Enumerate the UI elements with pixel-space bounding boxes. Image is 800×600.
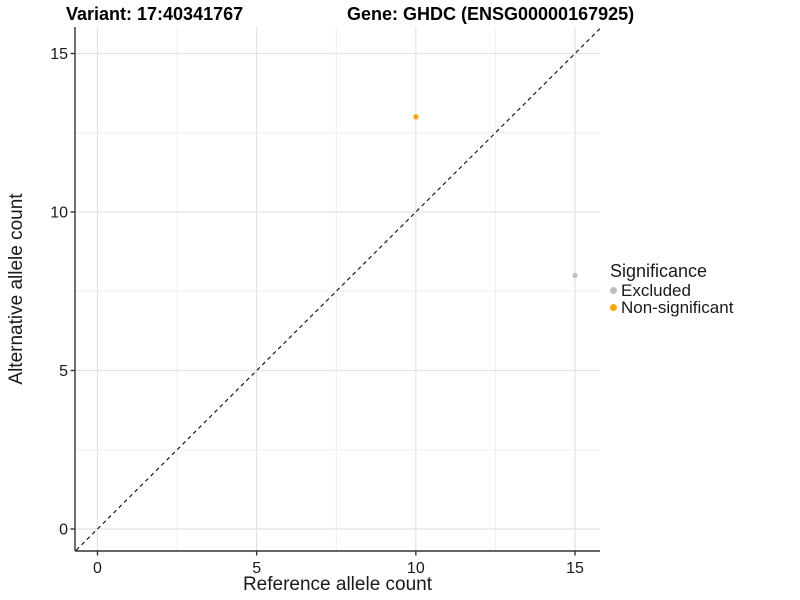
x-tick-label: 0 [93,560,102,577]
identity-line [75,27,600,551]
legend-title: Significance [610,261,708,281]
y-tick-label: 10 [50,205,68,222]
legend: Significance Excluded Non-significant [610,260,734,317]
y-tick-label: 15 [50,46,68,63]
y-tick-label: 5 [59,363,68,380]
plot-title-gene: Gene: GHDC (ENSG00000167925) [347,4,635,24]
x-tick-label: 10 [407,560,425,577]
legend-item-non-significant: Non-significant [610,297,734,317]
y-tick-label: 0 [59,522,68,539]
data-point-non-significant [413,114,419,120]
legend-item-excluded: Excluded [610,280,733,300]
plot-title-variant: Variant: 17:40341767 [66,4,244,24]
x-tick-label: 15 [566,560,584,577]
x-axis-title: Reference allele count [242,574,433,595]
non-significant-point-icon [610,304,617,311]
excluded-point-icon [610,287,617,294]
data-point-excluded [572,272,578,278]
y-axis-title: Alternative allele count [6,193,27,385]
legend-item-label: Excluded [621,280,691,300]
plot-panel: 0 5 10 15 0 5 10 15 [50,27,600,577]
x-tick-label: 5 [252,560,261,577]
legend-item-label: Non-significant [621,297,734,317]
